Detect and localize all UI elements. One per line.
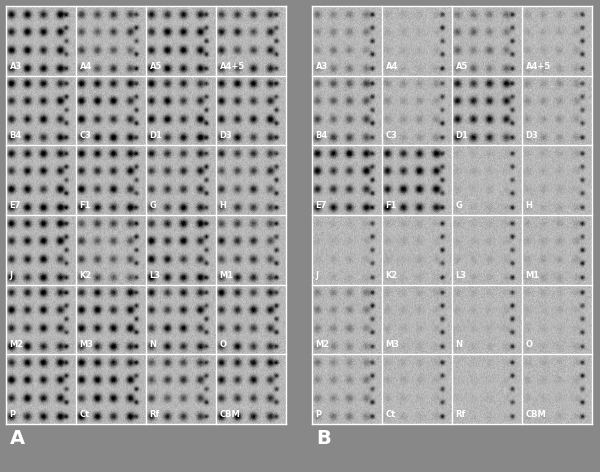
Text: C3: C3 bbox=[79, 132, 91, 141]
Text: G: G bbox=[455, 201, 463, 210]
Text: P: P bbox=[10, 410, 16, 419]
Text: Rf: Rf bbox=[149, 410, 160, 419]
Text: A5: A5 bbox=[149, 62, 162, 71]
Text: K2: K2 bbox=[79, 271, 92, 280]
Text: A4: A4 bbox=[79, 62, 92, 71]
Text: E7: E7 bbox=[316, 201, 327, 210]
Bar bbox=[312, 6, 592, 424]
Text: M1: M1 bbox=[526, 271, 539, 280]
Text: A3: A3 bbox=[10, 62, 22, 71]
Text: M1: M1 bbox=[220, 271, 233, 280]
Text: B4: B4 bbox=[10, 132, 22, 141]
Text: A4+5: A4+5 bbox=[220, 62, 245, 71]
Text: D1: D1 bbox=[455, 132, 469, 141]
Text: J: J bbox=[316, 271, 319, 280]
Text: D3: D3 bbox=[526, 132, 538, 141]
Text: F1: F1 bbox=[386, 201, 397, 210]
Text: F1: F1 bbox=[79, 201, 91, 210]
Text: O: O bbox=[526, 340, 533, 349]
Text: N: N bbox=[455, 340, 463, 349]
Text: A4: A4 bbox=[386, 62, 398, 71]
Text: N: N bbox=[149, 340, 157, 349]
Text: J: J bbox=[10, 271, 13, 280]
Text: A3: A3 bbox=[316, 62, 328, 71]
Text: D1: D1 bbox=[149, 132, 163, 141]
Text: Rf: Rf bbox=[455, 410, 466, 419]
Text: M2: M2 bbox=[10, 340, 23, 349]
Text: A4+5: A4+5 bbox=[526, 62, 551, 71]
Text: CBM: CBM bbox=[526, 410, 546, 419]
Text: B: B bbox=[316, 429, 331, 448]
Text: A5: A5 bbox=[455, 62, 468, 71]
Text: H: H bbox=[220, 201, 226, 210]
Text: M2: M2 bbox=[316, 340, 329, 349]
Text: B4: B4 bbox=[316, 132, 328, 141]
Text: CBM: CBM bbox=[220, 410, 240, 419]
Bar bbox=[6, 6, 286, 424]
Text: Ct: Ct bbox=[79, 410, 90, 419]
Text: H: H bbox=[526, 201, 532, 210]
Text: A: A bbox=[10, 429, 25, 448]
Text: G: G bbox=[149, 201, 157, 210]
Text: Ct: Ct bbox=[386, 410, 396, 419]
Text: P: P bbox=[316, 410, 322, 419]
Text: L3: L3 bbox=[455, 271, 467, 280]
Text: O: O bbox=[220, 340, 227, 349]
Text: C3: C3 bbox=[386, 132, 397, 141]
Text: L3: L3 bbox=[149, 271, 161, 280]
Text: E7: E7 bbox=[10, 201, 21, 210]
Text: M3: M3 bbox=[79, 340, 94, 349]
Text: D3: D3 bbox=[220, 132, 232, 141]
Text: M3: M3 bbox=[386, 340, 400, 349]
Text: K2: K2 bbox=[386, 271, 398, 280]
